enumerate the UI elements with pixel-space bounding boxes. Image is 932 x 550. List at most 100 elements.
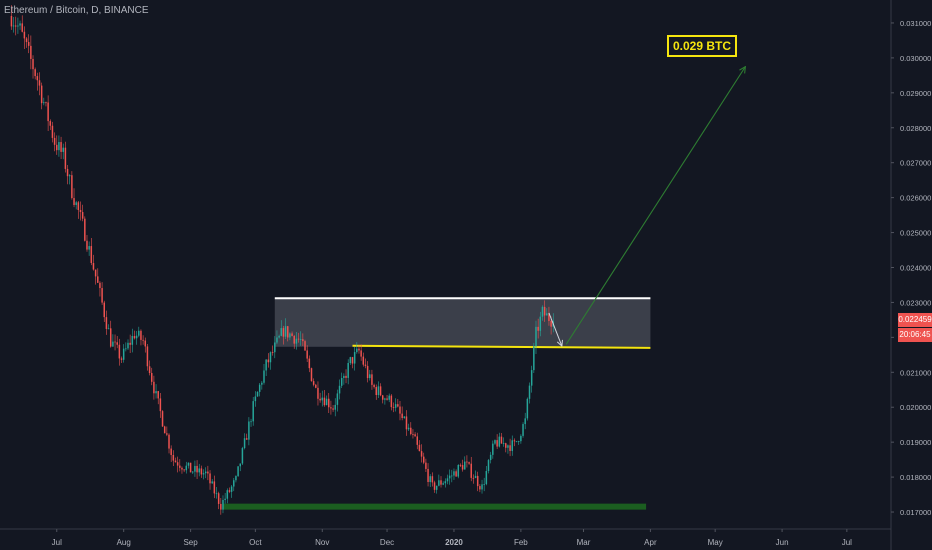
x-tick-label: Mar — [577, 538, 591, 547]
candle-body — [293, 335, 295, 344]
candle-body — [77, 202, 80, 211]
candle-body — [172, 454, 175, 461]
candle-body — [356, 348, 358, 353]
candle-body — [62, 147, 64, 152]
y-tick-label: 0.020000 — [900, 403, 931, 412]
candle-body — [207, 471, 209, 474]
candle-body — [150, 373, 153, 382]
candle-body — [66, 168, 69, 177]
candle-body — [505, 443, 507, 448]
candle-body — [384, 398, 386, 400]
candle-body — [202, 473, 205, 475]
candle-body — [295, 338, 298, 344]
y-tick-label: 0.026000 — [900, 194, 931, 203]
candle-body — [97, 276, 99, 283]
candle-body — [233, 480, 235, 487]
candle-body — [237, 466, 239, 477]
candle-body — [446, 478, 449, 482]
candle-body — [325, 398, 328, 406]
candle-body — [114, 341, 116, 343]
candle-body — [163, 426, 166, 434]
candle-body — [153, 381, 155, 394]
candle-body — [397, 404, 399, 407]
candle-body — [422, 456, 425, 463]
candle-body — [381, 395, 384, 400]
candle-body — [282, 328, 285, 337]
candle-body — [349, 357, 352, 364]
candle-body — [269, 352, 272, 363]
candle-body — [34, 69, 36, 77]
candle-body — [442, 483, 444, 485]
breakout-line — [352, 344, 651, 349]
candle-body — [73, 198, 75, 205]
y-tick-label: 0.025000 — [900, 229, 931, 238]
candle-body — [487, 460, 490, 471]
candle-body — [498, 436, 501, 447]
x-tick-label: Dec — [380, 538, 394, 547]
candle-body — [58, 142, 60, 151]
candle-body — [543, 306, 546, 316]
candle-body — [17, 25, 19, 27]
candle-body — [226, 490, 229, 499]
y-tick-label: 0.029000 — [900, 89, 931, 98]
candle-body — [304, 341, 306, 351]
candle-body — [25, 38, 28, 43]
candle-body — [120, 358, 123, 360]
candle-body — [159, 398, 162, 412]
candle-body — [360, 350, 362, 357]
candle-body — [317, 387, 319, 399]
candle-body — [489, 454, 492, 461]
y-tick-label: 0.024000 — [900, 263, 931, 272]
candle-body — [403, 416, 406, 419]
candle-body — [51, 125, 54, 138]
candle-body — [513, 440, 516, 442]
y-tick-label: 0.023000 — [900, 298, 931, 307]
candle-body — [546, 313, 548, 316]
candle-body — [140, 330, 142, 340]
candle-body — [181, 467, 183, 470]
y-tick-label: 0.017000 — [900, 508, 931, 517]
candle-body — [189, 462, 192, 473]
candle-body — [392, 407, 395, 408]
candle-body — [99, 282, 101, 289]
candle-body — [133, 335, 136, 339]
candle-body — [427, 468, 429, 482]
candle-body — [399, 406, 401, 414]
candle-body — [496, 440, 498, 447]
candle-body — [328, 398, 330, 408]
candle-body — [94, 269, 97, 277]
candle-body — [14, 25, 17, 27]
candle-body — [265, 359, 267, 371]
candle-body — [187, 462, 190, 466]
x-tick-label: Jul — [842, 538, 852, 547]
candle-body — [537, 326, 539, 331]
candle-body — [494, 440, 496, 444]
candle-body — [373, 384, 375, 388]
candle-body — [522, 424, 524, 436]
y-tick-label: 0.028000 — [900, 124, 931, 133]
bar-countdown-tag: 20:06:45 — [898, 328, 932, 342]
candle-body — [155, 391, 157, 394]
candle-body — [379, 386, 382, 396]
candle-body — [127, 342, 129, 349]
candle-body — [241, 448, 244, 464]
candle-body — [433, 482, 436, 490]
candle-body — [107, 328, 110, 330]
candle-body — [535, 326, 537, 347]
candle-body — [375, 387, 377, 396]
candle-body — [239, 463, 242, 467]
candle-body — [453, 471, 455, 476]
candle-body — [103, 302, 106, 318]
candle-body — [166, 433, 168, 435]
y-tick-label: 0.021000 — [900, 368, 931, 377]
candle-body — [109, 328, 112, 347]
candle-body — [79, 210, 82, 213]
candle-body — [118, 344, 121, 359]
candle-body — [215, 493, 218, 495]
candle-body — [36, 76, 39, 81]
candle-body — [444, 481, 447, 484]
candle-body — [250, 421, 252, 423]
candle-body — [351, 357, 354, 364]
